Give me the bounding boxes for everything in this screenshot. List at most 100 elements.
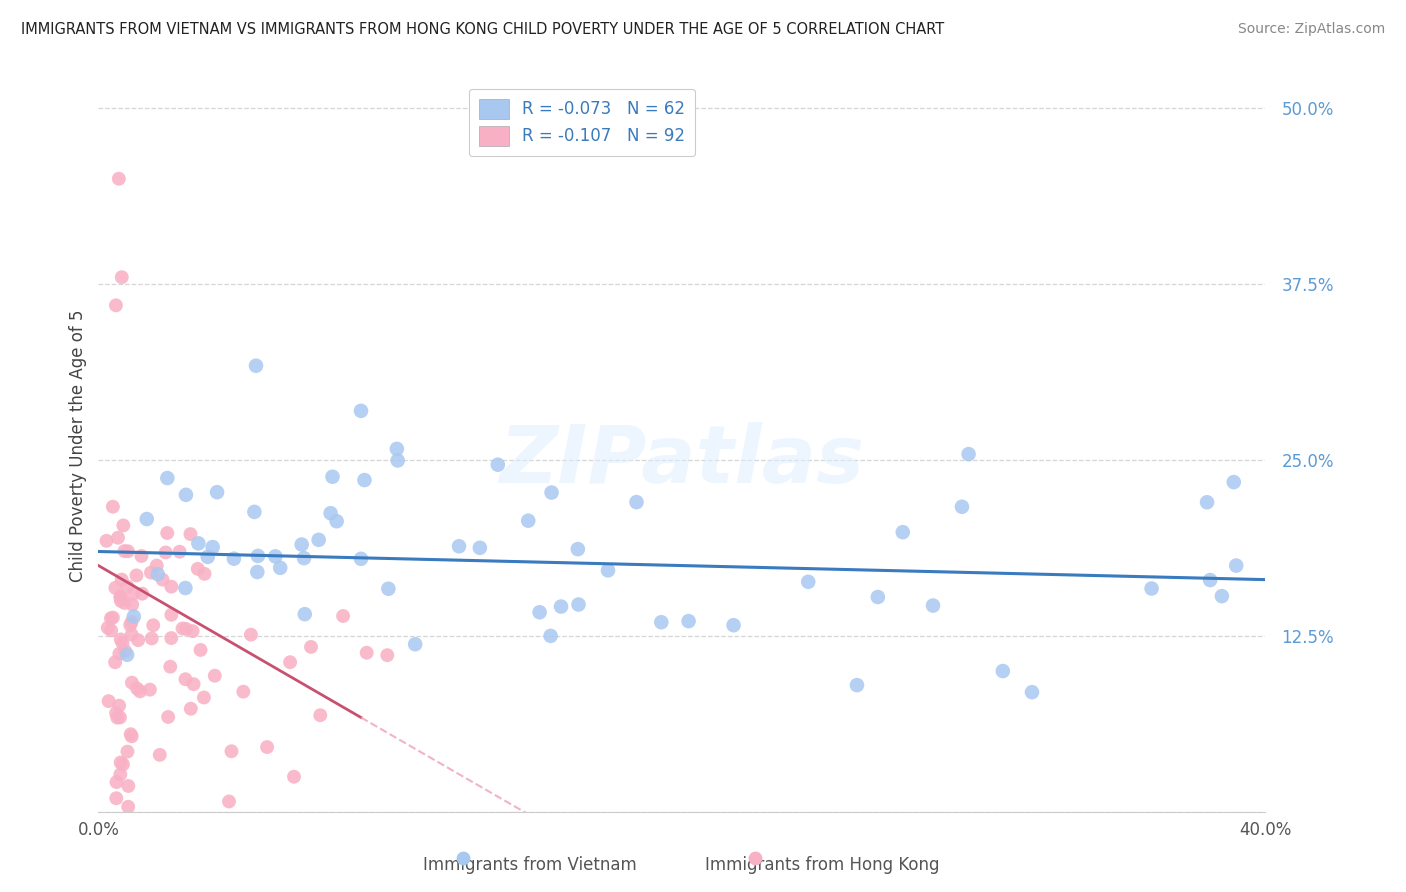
Point — [517, 514, 540, 528]
Point — [108, 710, 131, 724]
Point — [111, 270, 134, 285]
Point — [350, 404, 373, 418]
Point — [104, 581, 127, 595]
Point — [139, 566, 162, 580]
Point — [111, 757, 134, 772]
Point — [991, 664, 1014, 678]
Point — [110, 591, 132, 605]
Point — [221, 744, 243, 758]
Point — [204, 669, 226, 683]
Point — [187, 536, 209, 550]
Point — [291, 537, 314, 551]
Point — [567, 598, 589, 612]
Point — [447, 539, 470, 553]
Point — [122, 609, 145, 624]
Point — [181, 624, 204, 639]
Point — [105, 710, 128, 724]
Point — [197, 549, 219, 564]
Point — [131, 587, 153, 601]
Point — [404, 637, 426, 651]
Point — [160, 631, 183, 645]
Point — [107, 531, 129, 545]
Point — [222, 551, 245, 566]
Point — [108, 647, 131, 661]
Point — [120, 618, 142, 632]
Point — [353, 473, 375, 487]
Point — [264, 549, 287, 564]
Point — [550, 599, 572, 614]
Point — [114, 644, 136, 658]
Point — [1140, 582, 1163, 596]
Point — [117, 544, 139, 558]
Point — [950, 500, 973, 514]
Point — [650, 615, 672, 630]
Point — [486, 458, 509, 472]
Point — [308, 533, 330, 547]
Point — [105, 775, 128, 789]
Point — [122, 587, 145, 601]
Point — [155, 545, 177, 559]
Point — [205, 485, 228, 500]
Y-axis label: Child Poverty Under the Age of 5: Child Poverty Under the Age of 5 — [69, 310, 87, 582]
Point — [121, 675, 143, 690]
Point — [110, 590, 132, 604]
Point — [105, 791, 128, 805]
Point — [121, 598, 143, 612]
Point — [169, 544, 191, 558]
Point — [104, 298, 127, 312]
Point — [117, 779, 139, 793]
Point — [218, 795, 240, 809]
Point — [115, 648, 138, 662]
Point — [1211, 589, 1233, 603]
Point — [201, 540, 224, 554]
Point — [101, 500, 124, 514]
Point — [139, 682, 162, 697]
Point — [292, 551, 315, 566]
Point — [100, 611, 122, 625]
Point — [1225, 558, 1247, 573]
Point — [596, 563, 619, 577]
Point — [451, 851, 474, 865]
Point — [121, 729, 143, 743]
Point — [269, 561, 291, 575]
Point — [245, 359, 267, 373]
Point — [160, 580, 183, 594]
Point — [846, 678, 869, 692]
Point — [152, 573, 174, 587]
Point — [129, 684, 152, 698]
Point — [529, 605, 551, 619]
Point — [723, 618, 745, 632]
Point — [146, 558, 169, 573]
Point — [100, 624, 122, 638]
Point — [142, 618, 165, 632]
Point — [377, 582, 399, 596]
Point — [110, 756, 132, 770]
Text: Immigrants from Hong Kong: Immigrants from Hong Kong — [704, 855, 939, 873]
Point — [309, 708, 332, 723]
Point — [146, 567, 169, 582]
Point — [174, 672, 197, 686]
Point — [179, 527, 201, 541]
Point — [174, 488, 197, 502]
Point — [540, 485, 562, 500]
Point — [246, 565, 269, 579]
Point — [135, 512, 157, 526]
Point — [172, 622, 194, 636]
Point — [180, 702, 202, 716]
Point — [110, 767, 132, 781]
Point — [325, 514, 347, 528]
Point — [121, 627, 143, 641]
Point — [112, 596, 135, 610]
Text: IMMIGRANTS FROM VIETNAM VS IMMIGRANTS FROM HONG KONG CHILD POVERTY UNDER THE AGE: IMMIGRANTS FROM VIETNAM VS IMMIGRANTS FR… — [21, 22, 945, 37]
Point — [97, 694, 120, 708]
Point — [110, 632, 132, 647]
Point — [159, 659, 181, 673]
Point — [97, 621, 120, 635]
Point — [108, 698, 131, 713]
Point — [157, 710, 180, 724]
Point — [387, 453, 409, 467]
Point — [626, 495, 648, 509]
Point — [108, 171, 131, 186]
Point — [332, 609, 354, 624]
Text: ZIPatlas: ZIPatlas — [499, 422, 865, 500]
